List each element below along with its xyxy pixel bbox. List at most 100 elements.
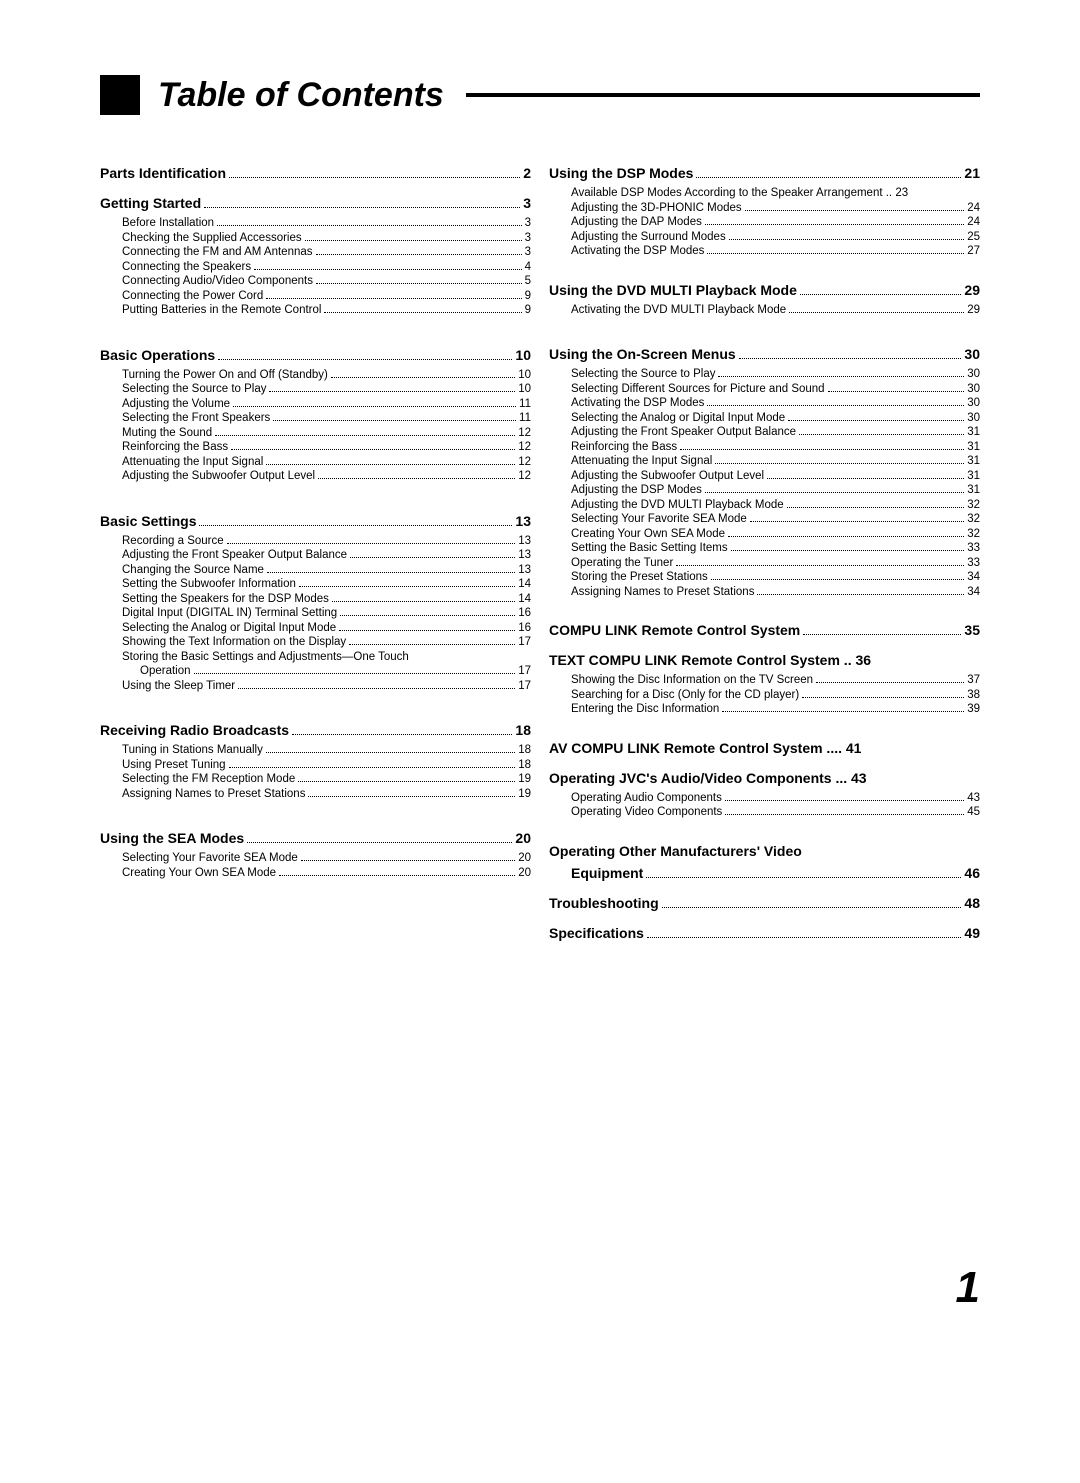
toc-leader: [789, 312, 964, 313]
toc-entry-label: Connecting the Power Cord: [122, 290, 263, 302]
toc-entry-label: Selecting Different Sources for Picture …: [571, 383, 825, 395]
toc-entry-label: Creating Your Own SEA Mode: [571, 528, 725, 540]
toc-leader: [680, 449, 964, 450]
toc-section-heading: Specifications49: [549, 925, 980, 941]
toc-section-label: Getting Started: [100, 195, 201, 211]
toc-entry-label: Checking the Supplied Accessories: [122, 232, 302, 244]
toc-entry-label: Reinforcing the Bass: [122, 441, 228, 453]
toc-page-ref: 3: [525, 246, 531, 258]
toc-section-heading: Troubleshooting48: [549, 895, 980, 911]
toc-page-ref: 3: [525, 232, 531, 244]
toc-entry-label: Adjusting the Front Speaker Output Balan…: [571, 426, 796, 438]
toc-entry: Operation17: [100, 665, 531, 677]
toc-page-ref: 30: [967, 383, 980, 395]
toc-section-label: Basic Operations: [100, 347, 215, 363]
toc-entry-label: Showing the Text Information on the Disp…: [122, 636, 346, 648]
toc-entry: Selecting Your Favorite SEA Mode32: [549, 513, 980, 525]
toc-entry-label: Selecting the Source to Play: [122, 383, 266, 395]
toc-page-ref: 19: [518, 773, 531, 785]
toc-page-ref: 45: [967, 806, 980, 818]
toc-entry: Selecting the Analog or Digital Input Mo…: [100, 622, 531, 634]
toc-entry: Connecting the FM and AM Antennas3: [100, 246, 531, 258]
toc-leader: [332, 601, 515, 602]
toc-entry: Reinforcing the Bass31: [549, 441, 980, 453]
toc-entry-label: Activating the DSP Modes: [571, 245, 704, 257]
toc-section-label: Troubleshooting: [549, 895, 659, 911]
toc-page-ref: 35: [964, 622, 980, 638]
title-rule: [466, 93, 980, 97]
toc-entry: Setting the Speakers for the DSP Modes14: [100, 593, 531, 605]
toc-page-ref: 2: [523, 165, 531, 181]
toc-gap: [549, 318, 980, 332]
toc-page-ref: 16: [518, 607, 531, 619]
toc-entry-label: Selecting Your Favorite SEA Mode: [571, 513, 747, 525]
toc-entry-label: Entering the Disc Information: [571, 703, 719, 715]
toc-page-ref: 11: [519, 412, 531, 424]
toc-leader: [715, 463, 964, 464]
toc-page-ref: 3: [525, 217, 531, 229]
toc-right-column: Using the DSP Modes21Available DSP Modes…: [549, 165, 980, 947]
toc-section-heading: Basic Settings13: [100, 513, 531, 529]
toc-entry-label: Assigning Names to Preset Stations: [122, 788, 305, 800]
toc-section-label: Operating Other Manufacturers' Video: [549, 843, 802, 859]
toc-page-ref: 29: [967, 304, 980, 316]
toc-page-ref: 33: [967, 557, 980, 569]
toc-entry: Operating the Tuner 33: [549, 557, 980, 569]
toc-entry-label: Adjusting the Subwoofer Output Level: [571, 470, 764, 482]
toc-page-ref: 12: [518, 456, 531, 468]
toc-leader: [316, 283, 522, 284]
toc-entry: Adjusting the DSP Modes31: [549, 484, 980, 496]
toc-leader: [292, 734, 512, 735]
toc-entry: Selecting Different Sources for Picture …: [549, 383, 980, 395]
toc-leader: [662, 907, 962, 908]
toc-leader: [711, 579, 964, 580]
toc-gap: [100, 319, 531, 333]
toc-columns: Parts Identification2Getting Started3Bef…: [100, 165, 980, 947]
toc-section-label: Operating JVC's Audio/Video Components .…: [549, 770, 867, 786]
page-number: 1: [956, 1263, 980, 1313]
toc-entry: Showing the Text Information on the Disp…: [100, 636, 531, 648]
toc-entry: Storing the Preset Stations34: [549, 571, 980, 583]
toc-leader: [725, 800, 964, 801]
toc-section-label: TEXT COMPU LINK Remote Control System ..…: [549, 652, 871, 668]
toc-leader: [718, 376, 964, 377]
toc-page-ref: 27: [967, 245, 980, 257]
toc-leader: [299, 586, 515, 587]
toc-gap: [100, 802, 531, 816]
toc-entry-label: Adjusting the DVD MULTI Playback Mode: [571, 499, 784, 511]
toc-page-ref: 31: [967, 484, 980, 496]
toc-page-ref: 31: [967, 426, 980, 438]
toc-gap: [549, 718, 980, 726]
toc-page-ref: 30: [967, 368, 980, 380]
toc-entry-label: Selecting the Analog or Digital Input Mo…: [571, 412, 785, 424]
toc-leader: [803, 634, 961, 635]
toc-section-heading: Operating Other Manufacturers' Video: [549, 843, 980, 859]
toc-section-label: Basic Settings: [100, 513, 196, 529]
toc-section-label: Parts Identification: [100, 165, 226, 181]
toc-entry: Checking the Supplied Accessories 3: [100, 232, 531, 244]
title-bullet-block: [100, 75, 140, 115]
toc-page-ref: 32: [967, 499, 980, 511]
toc-entry-label: Setting the Basic Setting Items: [571, 542, 728, 554]
toc-entry-label: Creating Your Own SEA Mode: [122, 867, 276, 879]
toc-leader: [266, 464, 515, 465]
toc-leader: [767, 478, 964, 479]
toc-entry: Entering the Disc Information 39: [549, 703, 980, 715]
toc-leader: [279, 875, 515, 876]
toc-entry-label: Searching for a Disc (Only for the CD pl…: [571, 689, 799, 701]
toc-entry-label: Setting the Subwoofer Information: [122, 578, 296, 590]
toc-leader: [229, 767, 516, 768]
toc-leader: [787, 507, 965, 508]
toc-leader: [802, 697, 964, 698]
toc-leader: [308, 796, 515, 797]
toc-entry-label: Available DSP Modes According to the Spe…: [571, 187, 908, 199]
toc-entry-label: Operating the Tuner: [571, 557, 673, 569]
toc-entry: Assigning Names to Preset Stations34: [549, 586, 980, 598]
toc-page-ref: 39: [967, 703, 980, 715]
toc-leader: [218, 359, 512, 360]
toc-gap: [549, 260, 980, 268]
toc-entry-label: Digital Input (DIGITAL IN) Terminal Sett…: [122, 607, 337, 619]
toc-leader: [340, 615, 515, 616]
toc-leader: [204, 207, 520, 208]
toc-leader: [254, 269, 521, 270]
